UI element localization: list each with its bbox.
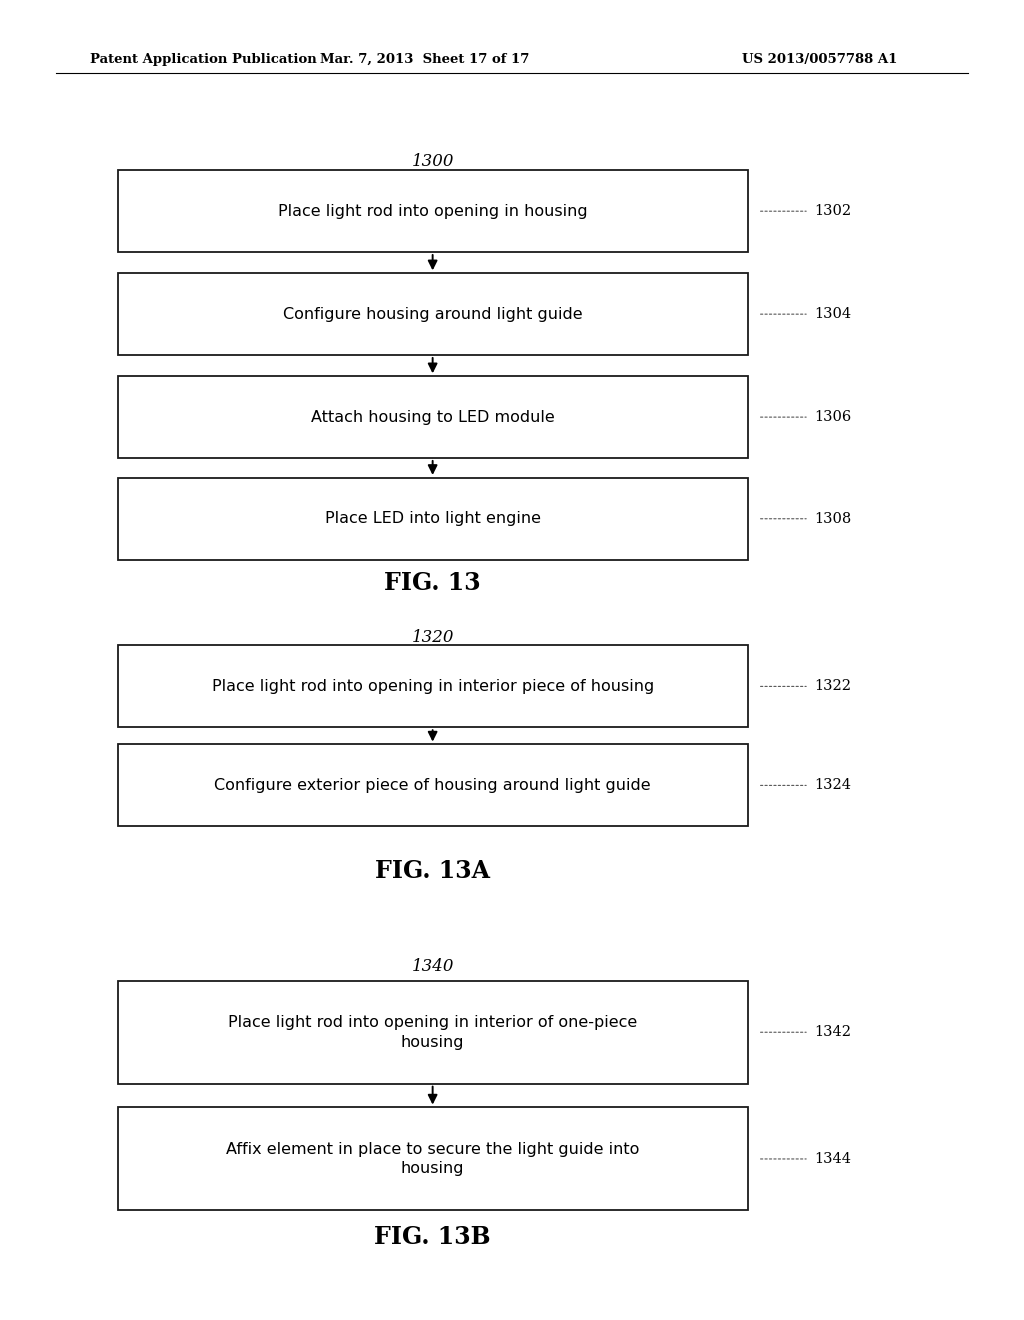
Bar: [118, 376, 748, 458]
Text: FIG. 13B: FIG. 13B: [375, 1225, 490, 1249]
Text: Configure housing around light guide: Configure housing around light guide: [283, 306, 583, 322]
Text: Place light rod into opening in housing: Place light rod into opening in housing: [278, 203, 588, 219]
Bar: [118, 744, 748, 826]
Text: 1308: 1308: [814, 512, 851, 525]
Text: 1306: 1306: [814, 411, 851, 424]
Text: Configure exterior piece of housing around light guide: Configure exterior piece of housing arou…: [214, 777, 651, 793]
Bar: [118, 273, 748, 355]
Text: FIG. 13A: FIG. 13A: [375, 859, 490, 883]
Text: Place LED into light engine: Place LED into light engine: [325, 511, 541, 527]
Text: 1320: 1320: [412, 630, 454, 645]
Text: Affix element in place to secure the light guide into
housing: Affix element in place to secure the lig…: [226, 1142, 639, 1176]
Text: 1304: 1304: [814, 308, 851, 321]
Text: 1340: 1340: [412, 958, 454, 974]
Text: 1344: 1344: [814, 1152, 851, 1166]
Bar: [118, 645, 748, 727]
Text: Place light rod into opening in interior piece of housing: Place light rod into opening in interior…: [212, 678, 653, 694]
Text: FIG. 13: FIG. 13: [384, 572, 481, 595]
Bar: [118, 478, 748, 560]
Text: Patent Application Publication: Patent Application Publication: [90, 53, 316, 66]
Text: 1342: 1342: [814, 1026, 851, 1039]
Text: 1300: 1300: [412, 153, 454, 169]
Text: US 2013/0057788 A1: US 2013/0057788 A1: [741, 53, 897, 66]
Bar: [118, 1107, 748, 1210]
Text: 1322: 1322: [814, 680, 851, 693]
Text: Place light rod into opening in interior of one-piece
housing: Place light rod into opening in interior…: [228, 1015, 637, 1049]
Bar: [118, 981, 748, 1084]
Text: Mar. 7, 2013  Sheet 17 of 17: Mar. 7, 2013 Sheet 17 of 17: [321, 53, 529, 66]
Text: 1324: 1324: [814, 779, 851, 792]
Text: 1302: 1302: [814, 205, 851, 218]
Bar: [118, 170, 748, 252]
Text: Attach housing to LED module: Attach housing to LED module: [310, 409, 555, 425]
